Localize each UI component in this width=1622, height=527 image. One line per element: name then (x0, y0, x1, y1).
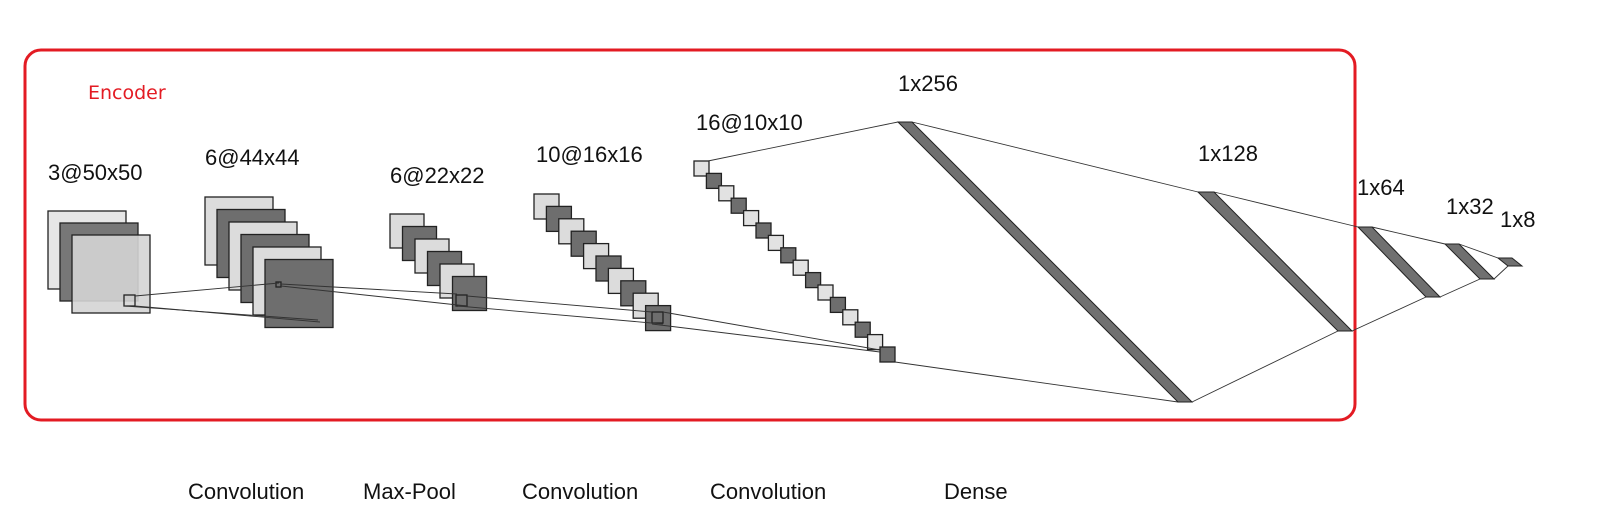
conn-conv3-dense1-top (707, 121, 899, 162)
encoder-boundary (23, 48, 1357, 422)
conv3-map-1 (693, 160, 710, 177)
conn-input-conv1-left (123, 305, 319, 321)
dense4-label: 1x32 (1446, 194, 1494, 219)
dense1-slab (896, 121, 1194, 403)
conv3-map-7 (767, 234, 785, 252)
conv1-label: 6@44x44 (205, 145, 300, 170)
conv3-map-16 (879, 346, 896, 363)
dense1-label: 1x256 (898, 71, 958, 96)
conn-dense3-dense4-bottom (1439, 278, 1481, 298)
conn-conv1-pool1-top (280, 283, 458, 295)
conv2-volume (533, 193, 672, 332)
conv2-kernel-window (651, 311, 664, 324)
op-caption-5: Dense (944, 479, 1008, 504)
conn-pool1-conv2-bottom (457, 305, 664, 325)
conn-dense1-dense2-top (911, 121, 1199, 193)
pool1-label: 6@22x22 (390, 163, 485, 188)
dense2-label: 1x128 (1198, 141, 1258, 166)
conn-dense1-dense2-bottom (1191, 330, 1339, 403)
conn-dense4-dense5-top (1458, 243, 1499, 259)
dense4-slab (1443, 243, 1496, 280)
conv3-map-15 (866, 333, 884, 351)
op-caption-4: Convolution (710, 479, 826, 504)
op-caption-1: Convolution (188, 479, 304, 504)
conv3-map-5 (742, 209, 760, 227)
conv3-map-2 (705, 172, 723, 190)
conn-dense4-dense5-bottom (1493, 265, 1509, 280)
conn-dense2-dense3-bottom (1351, 296, 1427, 332)
conn-conv3-dense1-bottom (894, 361, 1179, 403)
dense5-label: 1x8 (1500, 207, 1535, 232)
conv3-map-14 (854, 321, 871, 338)
conv3-map-8 (780, 247, 797, 264)
conv3-map-13 (842, 309, 859, 326)
input-map-3 (71, 234, 151, 314)
encoder-label: Encoder (88, 82, 166, 104)
connection-lines (123, 121, 1509, 403)
operation-captions: Convolution Max-Pool Convolution Convolu… (188, 479, 1008, 504)
conv1-volume (204, 196, 334, 329)
conv3-map-12 (829, 296, 847, 314)
input-volume (47, 210, 151, 314)
conn-conv1-pool1-bottom (280, 285, 468, 307)
conn-conv2-conv3-top (662, 311, 881, 351)
dense3-label: 1x64 (1357, 175, 1405, 200)
conn-conv2-conv3-bottom (651, 323, 881, 353)
conv3-label: 16@10x10 (696, 110, 803, 135)
layer-labels: 3@50x50 6@44x44 6@22x22 10@16x16 16@10x1… (48, 71, 1535, 232)
conv3-map-6 (755, 222, 772, 239)
conv3-map-10 (804, 271, 822, 289)
op-caption-2: Max-Pool (363, 479, 456, 504)
conv2-label: 10@16x16 (536, 142, 643, 167)
conv3-map-9 (792, 259, 809, 276)
dense5-slab (1496, 257, 1524, 267)
conv2-map-10 (644, 304, 672, 332)
conn-pool1-conv2-top (466, 295, 653, 313)
conn-input-conv1-top (134, 282, 280, 297)
conn-dense2-dense3-top (1213, 191, 1359, 228)
dense2-slab (1196, 191, 1354, 332)
conv3-map-3 (718, 185, 735, 202)
conn-dense3-dense4-top (1371, 226, 1446, 245)
conv3-map-11 (817, 284, 834, 301)
dense3-slab (1356, 226, 1442, 298)
op-caption-3: Convolution (522, 479, 638, 504)
input-label: 3@50x50 (48, 160, 143, 185)
conv1-map-6 (264, 258, 334, 329)
conv1-kernel-window (275, 281, 282, 288)
conv3-map-4 (730, 197, 747, 214)
conv3-volume (693, 160, 896, 363)
dense-layers (896, 121, 1524, 403)
